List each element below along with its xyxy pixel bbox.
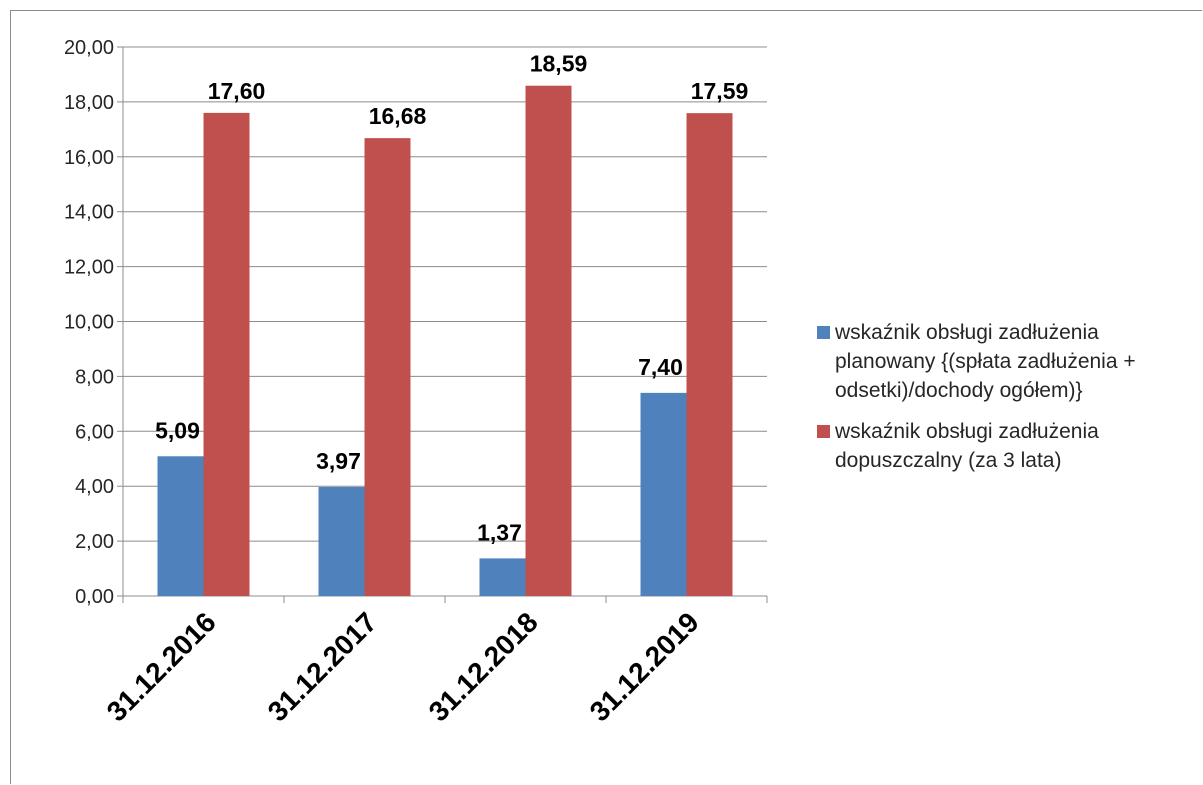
data-label: 5,09: [155, 417, 200, 443]
y-tick-label: 10,00: [64, 312, 114, 334]
gridlines: [123, 46, 767, 542]
data-label: 17,59: [691, 78, 749, 104]
y-tick-label: 0,00: [75, 586, 114, 608]
bar-allowed-2: [525, 85, 572, 596]
chart-frame: [10, 10, 1202, 784]
y-tick-label: 12,00: [64, 257, 114, 279]
y-tick-label: 16,00: [64, 147, 114, 169]
x-tick-label: 31.12.2017: [262, 606, 383, 727]
data-label: 16,68: [369, 103, 427, 129]
data-label: 7,40: [638, 354, 683, 380]
data-label: 1,37: [477, 519, 522, 545]
data-label: 17,60: [208, 78, 266, 104]
y-tick-label: 8,00: [75, 366, 114, 388]
legend-swatch-planned: [817, 326, 830, 339]
x-tick-label: 31.12.2019: [584, 606, 705, 727]
bar-allowed-1: [364, 138, 411, 596]
legend-swatch-allowed: [817, 425, 830, 438]
y-tick-label: 2,00: [75, 531, 114, 553]
legend-item-planned: wskaźnik obsługi zadłużenia planowany {(…: [817, 318, 1197, 405]
bar-allowed-0: [203, 112, 250, 596]
y-tick-label: 14,00: [64, 202, 114, 224]
bars: [157, 85, 733, 596]
y-tick-label: 18,00: [64, 92, 114, 114]
y-tick-label: 20,00: [64, 37, 114, 59]
legend: wskaźnik obsługi zadłużenia planowany {(…: [817, 318, 1197, 487]
y-tick-label: 4,00: [75, 476, 114, 498]
y-tick-label: 6,00: [75, 421, 114, 443]
x-tick-label: 31.12.2016: [101, 606, 222, 727]
bar-planned-3: [640, 392, 687, 596]
legend-item-allowed: wskaźnik obsługi zadłużenia dopuszczalny…: [817, 417, 1197, 475]
data-label: 3,97: [316, 448, 361, 474]
bar-allowed-3: [686, 113, 733, 596]
x-tick-label: 31.12.2018: [423, 606, 544, 727]
data-label: 18,59: [530, 51, 588, 77]
data-labels: 5,09 17,60 3,97 16,68 1,37 18,59 7,40 17,59: [155, 51, 748, 546]
bar-planned-1: [318, 487, 365, 596]
bar-planned-0: [157, 456, 204, 596]
legend-label-allowed: wskaźnik obsługi zadłużenia dopuszczalny…: [835, 420, 1099, 472]
bar-planned-2: [479, 558, 526, 596]
legend-label-planned: wskaźnik obsługi zadłużenia planowany {(…: [835, 321, 1136, 402]
